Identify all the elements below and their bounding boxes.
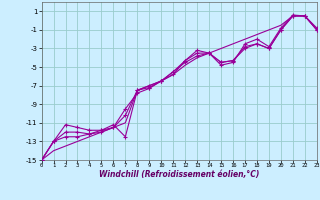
X-axis label: Windchill (Refroidissement éolien,°C): Windchill (Refroidissement éolien,°C) <box>99 170 260 179</box>
